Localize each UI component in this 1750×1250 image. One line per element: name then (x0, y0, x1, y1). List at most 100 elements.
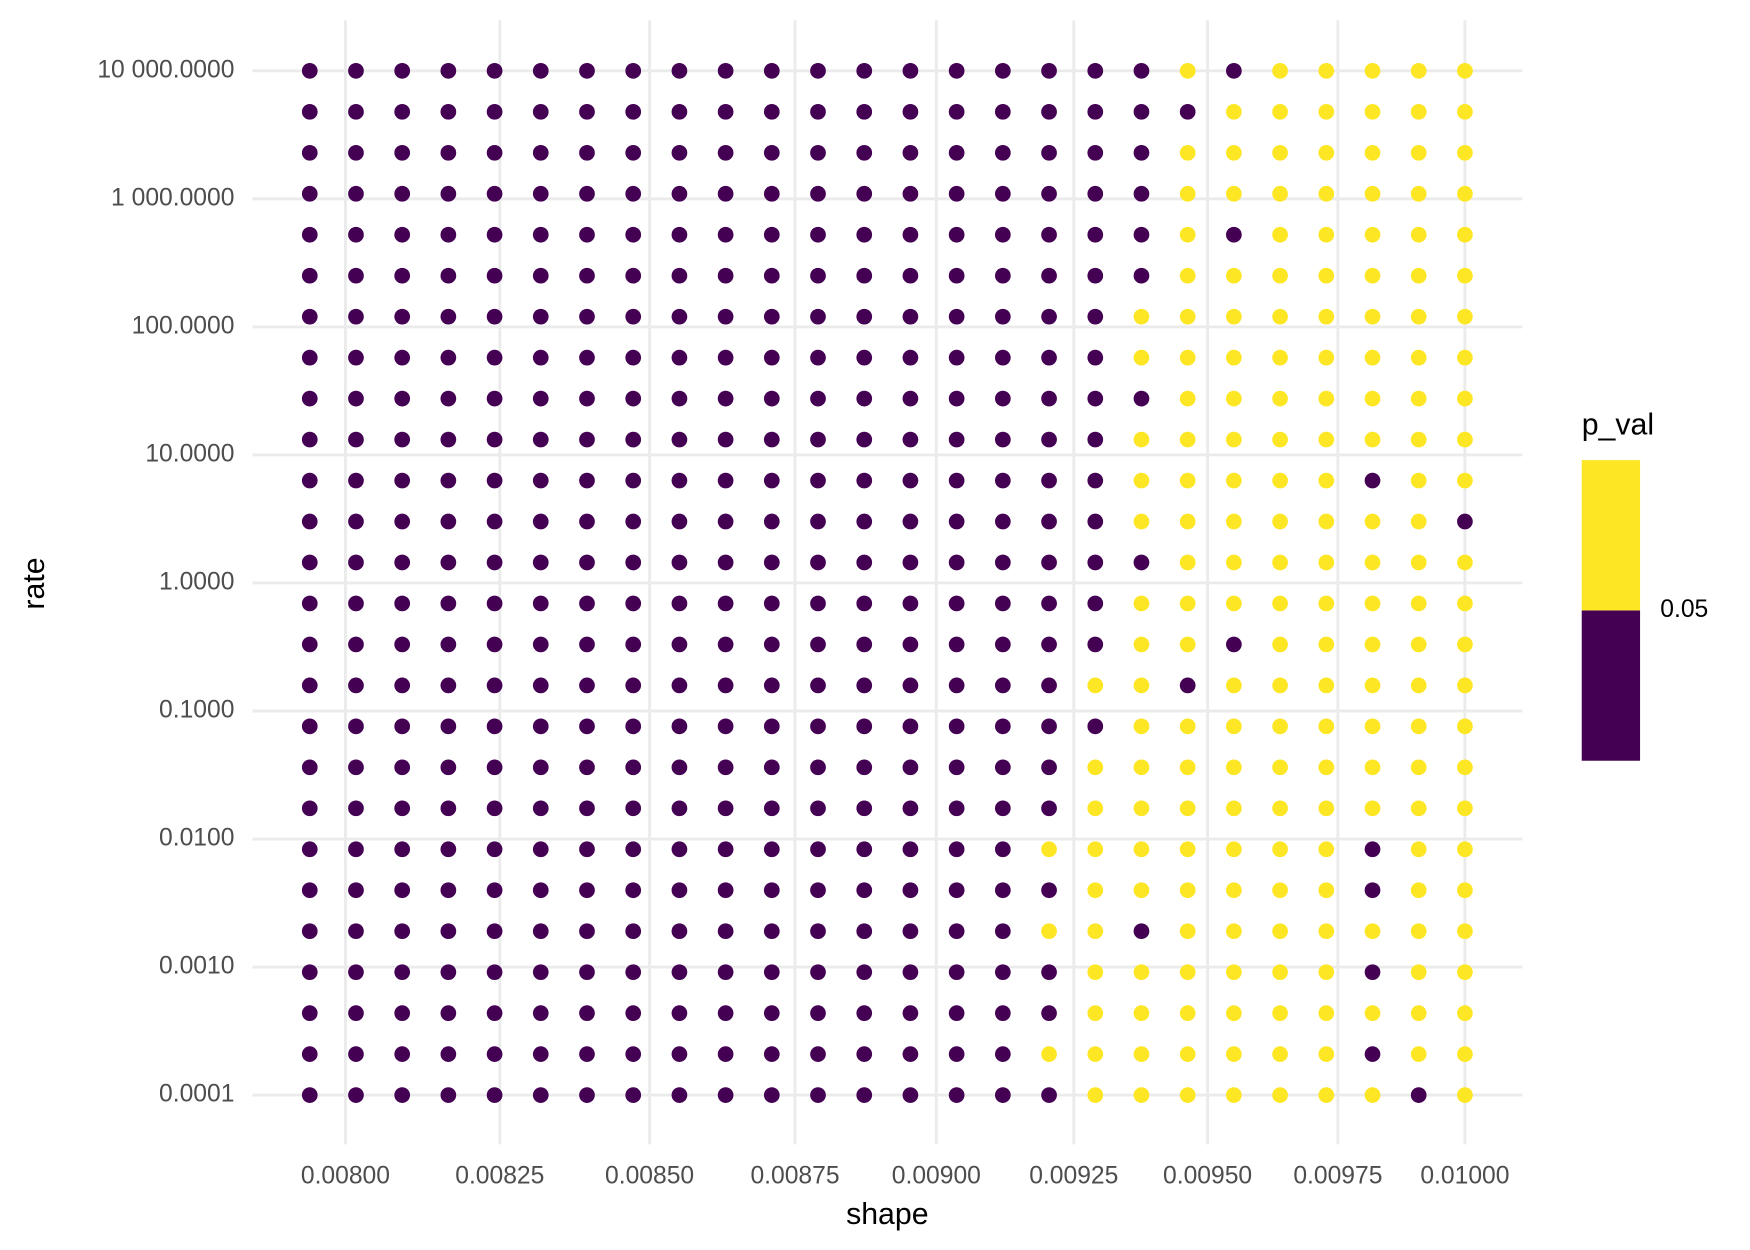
point (1410, 841, 1427, 858)
point (1272, 185, 1288, 202)
point (1364, 841, 1381, 858)
point (1226, 636, 1242, 653)
point (948, 226, 965, 243)
point (301, 513, 318, 530)
point (1087, 800, 1104, 817)
point (348, 718, 364, 735)
point (763, 595, 780, 612)
point (1410, 185, 1427, 202)
point (348, 308, 364, 325)
point (1410, 882, 1427, 899)
point (348, 841, 364, 858)
point (856, 554, 873, 571)
point (301, 636, 318, 653)
y-tick-label: 100.0000 (132, 312, 235, 339)
point (1226, 63, 1242, 79)
point (1318, 226, 1335, 243)
point (856, 431, 873, 448)
point (440, 841, 457, 858)
point (1133, 554, 1150, 571)
point (994, 185, 1011, 202)
point (1457, 759, 1473, 776)
point (1087, 759, 1104, 776)
point (948, 964, 965, 981)
point (856, 349, 873, 366)
point (763, 759, 780, 776)
point (810, 308, 826, 325)
point (532, 513, 549, 530)
point (763, 923, 780, 940)
point (717, 718, 734, 735)
point (532, 308, 549, 325)
point (1457, 349, 1473, 366)
point (1457, 718, 1473, 735)
point (1364, 964, 1381, 981)
x-tick-label: 0.00850 (605, 1162, 694, 1189)
point (348, 185, 364, 202)
point (1041, 595, 1057, 612)
point (856, 923, 873, 940)
point (856, 595, 873, 612)
point (948, 1087, 965, 1103)
point (625, 841, 642, 858)
point (1179, 1005, 1196, 1022)
point (1410, 267, 1427, 284)
point (717, 349, 734, 366)
point (1226, 472, 1242, 489)
point (348, 349, 364, 366)
point (1087, 636, 1104, 653)
point (1364, 1046, 1381, 1062)
point (301, 1046, 318, 1062)
point (394, 267, 411, 284)
point (394, 390, 411, 407)
point (994, 718, 1011, 735)
point (1087, 308, 1104, 325)
point (717, 185, 734, 202)
point (810, 1046, 826, 1062)
point (1318, 677, 1335, 694)
point (348, 800, 364, 817)
point (810, 595, 826, 612)
point (1087, 431, 1104, 448)
point (440, 554, 457, 571)
point (1133, 595, 1150, 612)
point (1087, 103, 1104, 120)
point (1087, 144, 1104, 161)
point (1087, 63, 1104, 79)
point (394, 1087, 411, 1103)
point (856, 513, 873, 530)
point (671, 636, 688, 653)
point (440, 595, 457, 612)
point (1226, 144, 1242, 161)
point (856, 308, 873, 325)
point (1272, 595, 1288, 612)
point (1272, 800, 1288, 817)
point (579, 1087, 595, 1103)
point (532, 226, 549, 243)
point (579, 800, 595, 817)
point (1457, 636, 1473, 653)
point (348, 595, 364, 612)
point (671, 759, 688, 776)
point (1041, 759, 1057, 776)
point (856, 390, 873, 407)
point (625, 431, 642, 448)
point (440, 800, 457, 817)
point (671, 185, 688, 202)
point (532, 1087, 549, 1103)
point (948, 390, 965, 407)
point (348, 677, 364, 694)
point (1226, 800, 1242, 817)
point (394, 677, 411, 694)
point (717, 759, 734, 776)
point (1410, 677, 1427, 694)
point (1087, 841, 1104, 858)
point (763, 800, 780, 817)
point (717, 882, 734, 899)
point (810, 103, 826, 120)
point (1226, 1046, 1242, 1062)
point (1041, 513, 1057, 530)
point (856, 677, 873, 694)
point (810, 267, 826, 284)
point (1457, 267, 1473, 284)
